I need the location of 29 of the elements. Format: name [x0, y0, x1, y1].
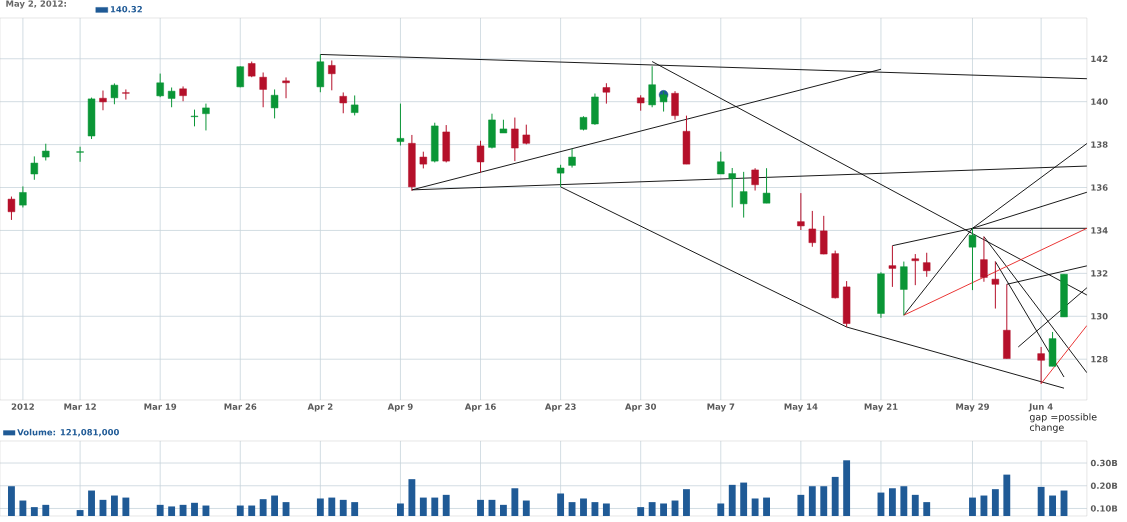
x-tick-label: May 29 [956, 403, 989, 412]
x-tick-label: Apr 2 [307, 403, 333, 412]
y-tick-label: 134 [1091, 227, 1108, 234]
y-tick-label: 130 [1091, 313, 1108, 320]
y-tick-label: 128 [1091, 356, 1108, 363]
x-tick-label: May 14 [784, 403, 818, 412]
x-tick-label: May 21 [864, 403, 898, 412]
legend-label: 140.32 [110, 6, 142, 13]
x-tick-label: Mar 12 [64, 403, 96, 410]
x-tick-label: Apr 9 [387, 403, 413, 412]
legend-label: Volume: 121,081,000 [17, 428, 119, 437]
y-tick-label: 140 [1091, 98, 1108, 105]
y-tick-label: 138 [1091, 141, 1108, 148]
text: gap =possible change [1029, 413, 1097, 433]
x-tick-label: Apr 16 [464, 403, 496, 412]
x-tick-label: Jun 4 [1028, 403, 1053, 412]
y-tick-label: 0.20B [1090, 482, 1118, 489]
x-tick-label: Mar 26 [224, 403, 257, 410]
x-tick-label: Mar 19 [144, 403, 177, 410]
y-tick-label: 0.10B [1090, 505, 1118, 512]
x-tick-label: 2012 [11, 403, 34, 410]
chart-title: May 2, 2012: [6, 0, 66, 9]
y-tick-label: 0.30B [1090, 459, 1118, 467]
x-tick-label: May 7 [707, 403, 735, 412]
x-tick-label: Apr 30 [624, 403, 657, 412]
y-tick-label: 132 [1091, 270, 1108, 277]
y-tick-label: 142 [1091, 55, 1108, 62]
x-tick-label: Apr 23 [544, 403, 576, 412]
y-tick-label: 136 [1091, 184, 1108, 191]
